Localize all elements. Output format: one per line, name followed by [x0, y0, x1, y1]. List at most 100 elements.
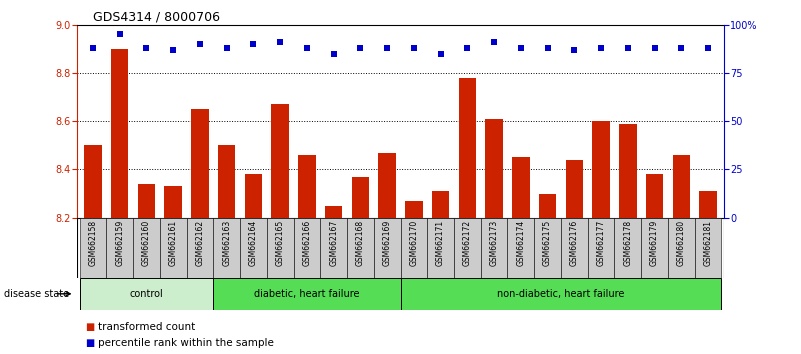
Text: GSM662178: GSM662178: [623, 220, 632, 266]
Bar: [160, 218, 187, 278]
Text: GSM662177: GSM662177: [597, 220, 606, 266]
Bar: [485, 119, 503, 218]
Text: GSM662164: GSM662164: [249, 220, 258, 266]
Bar: [673, 155, 690, 218]
Text: non-diabetic, heart failure: non-diabetic, heart failure: [497, 289, 625, 299]
Bar: [400, 278, 722, 310]
Text: disease state: disease state: [4, 289, 69, 299]
Bar: [187, 218, 213, 278]
Point: [488, 39, 501, 45]
Text: GSM662180: GSM662180: [677, 220, 686, 266]
Text: ■: ■: [85, 322, 95, 332]
Bar: [481, 218, 508, 278]
Point: [380, 45, 393, 51]
Bar: [267, 218, 293, 278]
Point: [194, 41, 207, 47]
Point: [300, 45, 313, 51]
Text: GSM662181: GSM662181: [703, 220, 713, 266]
Bar: [347, 218, 374, 278]
Bar: [432, 191, 449, 218]
Point: [408, 45, 421, 51]
Point: [675, 45, 688, 51]
Bar: [164, 186, 182, 218]
Bar: [107, 218, 133, 278]
Bar: [694, 218, 722, 278]
Bar: [427, 218, 454, 278]
Bar: [111, 49, 128, 218]
Text: ■: ■: [85, 338, 95, 348]
Text: GSM662173: GSM662173: [489, 220, 498, 266]
Bar: [534, 218, 561, 278]
Bar: [213, 218, 240, 278]
Bar: [374, 218, 400, 278]
Point: [648, 45, 661, 51]
Bar: [293, 218, 320, 278]
Bar: [138, 184, 155, 218]
Text: percentile rank within the sample: percentile rank within the sample: [98, 338, 274, 348]
Text: GSM662166: GSM662166: [303, 220, 312, 266]
Bar: [298, 155, 316, 218]
Bar: [79, 218, 107, 278]
Bar: [641, 218, 668, 278]
Bar: [646, 174, 663, 218]
Bar: [699, 191, 717, 218]
Point: [594, 45, 607, 51]
Point: [247, 41, 260, 47]
Point: [87, 45, 99, 51]
Bar: [133, 218, 160, 278]
Text: GSM662158: GSM662158: [88, 220, 98, 266]
Text: GSM662174: GSM662174: [517, 220, 525, 266]
Bar: [79, 278, 213, 310]
Text: GSM662160: GSM662160: [142, 220, 151, 266]
Bar: [320, 218, 347, 278]
Bar: [588, 218, 614, 278]
Point: [568, 47, 581, 53]
Bar: [614, 218, 641, 278]
Text: GSM662161: GSM662161: [169, 220, 178, 266]
Text: GSM662165: GSM662165: [276, 220, 284, 266]
Point: [140, 45, 153, 51]
Bar: [84, 145, 102, 218]
Text: GSM662159: GSM662159: [115, 220, 124, 266]
Point: [220, 45, 233, 51]
Text: transformed count: transformed count: [98, 322, 195, 332]
Bar: [245, 174, 262, 218]
Bar: [213, 278, 400, 310]
Point: [113, 32, 126, 37]
Bar: [352, 177, 369, 218]
Text: GSM662172: GSM662172: [463, 220, 472, 266]
Bar: [512, 158, 529, 218]
Bar: [539, 194, 556, 218]
Point: [274, 39, 287, 45]
Bar: [378, 153, 396, 218]
Point: [541, 45, 554, 51]
Text: GSM662168: GSM662168: [356, 220, 365, 266]
Point: [354, 45, 367, 51]
Text: GSM662162: GSM662162: [195, 220, 204, 266]
Bar: [593, 121, 610, 218]
Point: [461, 45, 473, 51]
Text: GSM662163: GSM662163: [222, 220, 231, 266]
Point: [702, 45, 714, 51]
Bar: [325, 206, 342, 218]
Text: GSM662167: GSM662167: [329, 220, 338, 266]
Point: [328, 51, 340, 57]
Text: GSM662175: GSM662175: [543, 220, 552, 266]
Point: [514, 45, 527, 51]
Text: GDS4314 / 8000706: GDS4314 / 8000706: [93, 11, 220, 24]
Bar: [240, 218, 267, 278]
Text: GSM662170: GSM662170: [409, 220, 418, 266]
Bar: [454, 218, 481, 278]
Text: GSM662179: GSM662179: [650, 220, 659, 266]
Text: control: control: [130, 289, 163, 299]
Bar: [668, 218, 694, 278]
Bar: [508, 218, 534, 278]
Text: GSM662169: GSM662169: [383, 220, 392, 266]
Bar: [272, 104, 289, 218]
Bar: [459, 78, 476, 218]
Text: GSM662176: GSM662176: [570, 220, 579, 266]
Bar: [405, 201, 423, 218]
Bar: [400, 218, 427, 278]
Text: GSM662171: GSM662171: [436, 220, 445, 266]
Text: diabetic, heart failure: diabetic, heart failure: [254, 289, 360, 299]
